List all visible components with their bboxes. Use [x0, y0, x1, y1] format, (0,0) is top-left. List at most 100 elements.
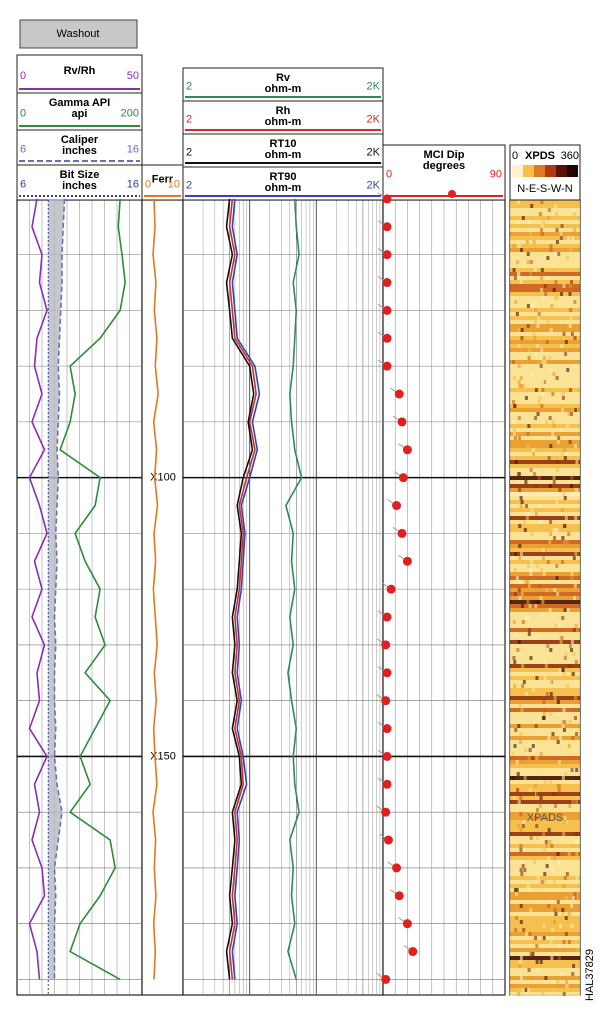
image-band	[513, 436, 517, 440]
image-band	[510, 280, 580, 284]
image-band	[510, 580, 580, 584]
image-band	[510, 948, 580, 952]
image-band	[565, 980, 569, 984]
dip-point	[381, 640, 391, 650]
image-band	[561, 396, 565, 400]
image-band	[522, 520, 526, 524]
image-band	[550, 844, 554, 848]
image-band	[526, 260, 530, 264]
image-band	[526, 324, 530, 328]
image-band	[520, 592, 524, 596]
image-band	[528, 492, 532, 496]
image-band	[510, 440, 580, 444]
image-band	[533, 336, 537, 340]
header-right: 2K	[367, 179, 381, 191]
image-band	[514, 552, 518, 556]
image-band	[562, 832, 566, 836]
image-band	[557, 436, 561, 440]
image-band	[527, 756, 531, 760]
image-band	[510, 732, 580, 736]
image-band	[519, 956, 523, 960]
image-band	[510, 236, 580, 240]
image-band	[510, 984, 580, 988]
image-band	[510, 404, 580, 408]
image-band	[510, 636, 580, 640]
image-band	[570, 576, 574, 580]
header-unit: api	[72, 108, 88, 120]
image-band	[510, 804, 580, 808]
image-band	[561, 536, 565, 540]
image-band	[510, 272, 580, 276]
header-box	[382, 144, 506, 201]
header-left: 0	[20, 107, 26, 119]
image-band	[548, 764, 552, 768]
image-band	[542, 548, 546, 552]
image-band	[573, 596, 577, 600]
image-band	[510, 432, 580, 436]
image-band	[517, 800, 521, 804]
image-band	[559, 428, 563, 432]
image-band	[510, 696, 580, 700]
image-band	[528, 808, 532, 812]
image-band	[519, 552, 523, 556]
image-band	[524, 396, 528, 400]
image-band	[514, 916, 518, 920]
image-band	[554, 204, 558, 208]
image-band	[510, 216, 580, 220]
image-band	[549, 648, 553, 652]
color-bar	[512, 165, 523, 177]
image-band	[532, 860, 536, 864]
image-band	[564, 652, 568, 656]
dip-point	[381, 696, 391, 706]
image-band	[545, 864, 549, 868]
dip-point	[402, 919, 412, 929]
image-band	[540, 216, 544, 220]
image-band	[542, 712, 546, 716]
image-band	[510, 528, 580, 532]
image-band	[515, 312, 519, 316]
image-band	[551, 392, 555, 396]
header-name: Rv/Rh	[64, 65, 96, 77]
image-band	[568, 720, 572, 724]
image-band	[519, 376, 523, 380]
image-band	[514, 928, 518, 932]
image-band	[571, 672, 575, 676]
image-band	[531, 372, 535, 376]
image-band	[535, 756, 539, 760]
image-band	[562, 708, 566, 712]
image-band	[519, 732, 523, 736]
image-band	[566, 320, 570, 324]
image-band	[531, 744, 535, 748]
image-band	[574, 624, 578, 628]
depth-label: X100	[150, 472, 176, 484]
image-band	[563, 656, 567, 660]
image-band	[545, 692, 549, 696]
image-band	[560, 508, 564, 512]
image-band	[518, 960, 522, 964]
image-band	[570, 780, 574, 784]
image-band	[510, 392, 580, 396]
image-band	[573, 444, 577, 448]
image-band	[546, 560, 550, 564]
image-band	[575, 852, 579, 856]
image-band	[510, 460, 580, 464]
image-band	[575, 876, 579, 880]
image-band	[510, 368, 580, 372]
image-band	[510, 912, 580, 916]
image-band	[510, 808, 580, 812]
image-band	[561, 616, 565, 620]
image-band	[534, 936, 538, 940]
image-band	[568, 704, 572, 708]
image-band	[510, 200, 580, 204]
image-band	[534, 308, 538, 312]
image-band	[547, 856, 551, 860]
image-band	[554, 612, 558, 616]
dip-point	[383, 835, 393, 845]
image-band	[551, 868, 555, 872]
image-band	[510, 520, 580, 524]
image-band	[510, 796, 580, 800]
image-band	[542, 936, 546, 940]
image-band	[549, 940, 553, 944]
image-band	[535, 944, 539, 948]
image-band	[557, 440, 561, 444]
